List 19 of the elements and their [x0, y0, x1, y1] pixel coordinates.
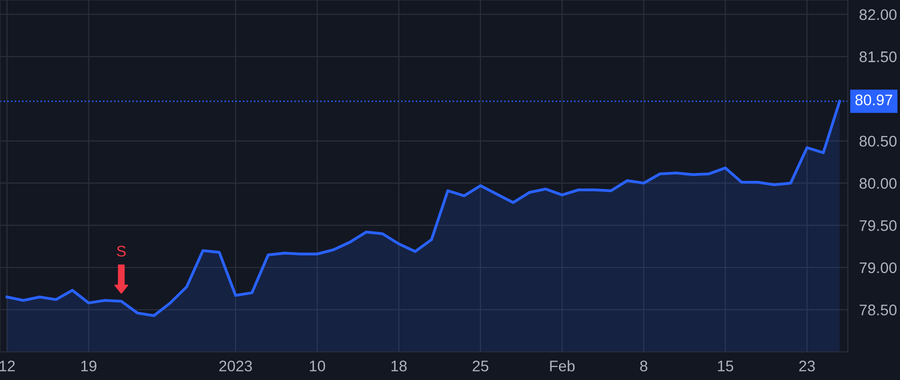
x-tick-label: 19: [81, 360, 96, 372]
x-tick-label: 18: [392, 360, 407, 372]
x-tick-label: 10: [310, 360, 326, 372]
y-tick-label: 78.50: [860, 304, 897, 316]
x-tick-label: 25: [472, 360, 488, 372]
x-tick-label: 12: [0, 360, 15, 372]
y-tick-label: 80.00: [860, 178, 897, 189]
x-tick-label: 8: [640, 360, 648, 372]
x-tick-label: 2023: [219, 360, 252, 372]
annotation: S: [116, 246, 126, 257]
y-tick-label: 79.00: [860, 262, 897, 274]
x-tick-label: 15: [718, 360, 734, 372]
x-tick-label: Feb: [550, 360, 575, 372]
y-tick-label: 82.00: [860, 9, 897, 20]
y-tick-label: 81.50: [860, 51, 897, 62]
y-tick-label: 79.50: [860, 220, 897, 231]
ref-line-label: 80.97: [855, 94, 892, 106]
y-tick-label: 80.50: [860, 136, 897, 147]
x-tick-label: 23: [799, 360, 815, 372]
